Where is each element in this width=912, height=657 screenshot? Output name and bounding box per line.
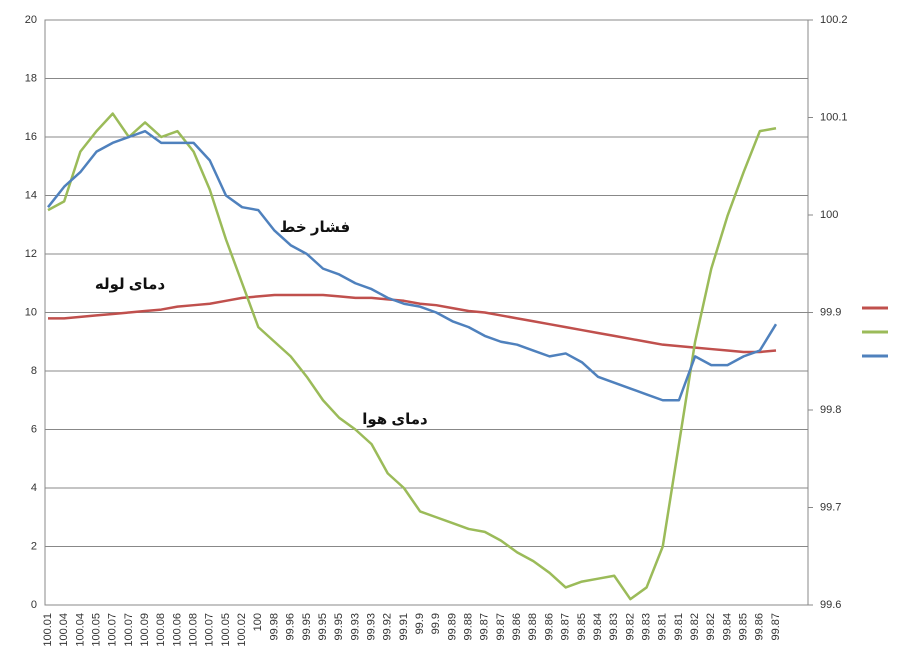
- y-tick-label: 20: [25, 14, 37, 26]
- x-tick-label: 99.83: [608, 613, 620, 641]
- x-tick-label: 100.08: [188, 613, 200, 647]
- y2-tick-label: 99.8: [820, 404, 841, 416]
- x-tick-label: 99.81: [657, 613, 669, 641]
- x-tick-label: 99.84: [592, 613, 604, 641]
- y-tick-label: 8: [31, 365, 37, 377]
- x-tick-label: 100: [252, 613, 264, 631]
- x-tick-label: 99.82: [689, 613, 701, 641]
- x-tick-label: 99.93: [365, 613, 377, 641]
- x-tick-label: 99.88: [463, 613, 475, 641]
- y-tick-label: 14: [25, 189, 37, 201]
- x-tick-label: 99.84: [721, 613, 733, 641]
- y2-tick-label: 100.1: [820, 111, 848, 123]
- x-tick-label: 99.87: [560, 613, 572, 641]
- x-tick-label: 99.82: [705, 613, 717, 641]
- y-tick-label: 6: [31, 423, 37, 435]
- y-tick-label: 12: [25, 248, 37, 260]
- x-tick-label: 100.07: [107, 613, 119, 647]
- x-tick-label: 99.89: [446, 613, 458, 641]
- y2-tick-label: 99.7: [820, 501, 841, 513]
- x-tick-label: 100.07: [123, 613, 135, 647]
- x-tick-label: 100.01: [42, 613, 54, 647]
- x-tick-label: 100.04: [74, 613, 86, 647]
- x-tick-label: 99.87: [479, 613, 491, 641]
- y-tick-label: 0: [31, 599, 37, 611]
- y2-tick-label: 99.9: [820, 306, 841, 318]
- x-tick-label: 99.87: [495, 613, 507, 641]
- annotation: فشار خط: [280, 219, 350, 236]
- x-tick-label: 100.07: [204, 613, 216, 647]
- x-tick-label: 99.86: [543, 613, 555, 641]
- x-tick-label: 99.86: [754, 613, 766, 641]
- chart: 0 2 4 6 8 10 12 14 16 18 20 99.6 99.7 99.8 99.9 100 100.…: [0, 0, 912, 657]
- x-tick-label: 99.87: [770, 613, 782, 641]
- x-tick-label: 99.83: [640, 613, 652, 641]
- annotation: دمای هوا: [362, 411, 428, 428]
- x-tick-label: 99.91: [398, 613, 410, 641]
- x-tick-label: 99.86: [511, 613, 523, 641]
- x-tick-label: 99.96: [285, 613, 297, 641]
- background: [0, 0, 912, 657]
- y2-tick-label: 100.2: [820, 14, 848, 26]
- y-tick-label: 18: [25, 72, 37, 84]
- x-tick-label: 99.88: [527, 613, 539, 641]
- x-tick-label: 99.85: [576, 613, 588, 641]
- x-tick-label: 100.05: [90, 613, 102, 647]
- y2-tick-label: 100: [820, 209, 838, 221]
- x-tick-label: 99.81: [673, 613, 685, 641]
- x-tick-label: 99.95: [301, 613, 313, 641]
- x-tick-label: 100.08: [155, 613, 167, 647]
- y-tick-label: 4: [31, 482, 37, 494]
- y-tick-label: 10: [25, 306, 37, 318]
- annotation: دمای لوله: [95, 276, 166, 293]
- x-tick-label: 100.09: [139, 613, 151, 647]
- x-tick-label: 99.93: [349, 613, 361, 641]
- x-tick-label: 100.05: [220, 613, 232, 647]
- x-tick-label: 100.04: [58, 613, 70, 647]
- y-tick-label: 16: [25, 131, 37, 143]
- x-tick-label: 99.98: [268, 613, 280, 641]
- x-tick-label: 99.95: [333, 613, 345, 641]
- x-tick-label: 99.82: [624, 613, 636, 641]
- x-tick-label: 99.85: [738, 613, 750, 641]
- x-tick-label: 100.02: [236, 613, 248, 647]
- x-tick-label: 99.9: [414, 613, 426, 634]
- y-tick-label: 2: [31, 540, 37, 552]
- x-tick-label: 100.06: [171, 613, 183, 647]
- x-tick-label: 99.95: [317, 613, 329, 641]
- x-tick-label: 99.9: [430, 613, 442, 634]
- y2-tick-label: 99.6: [820, 599, 841, 611]
- x-tick-label: 99.92: [382, 613, 394, 641]
